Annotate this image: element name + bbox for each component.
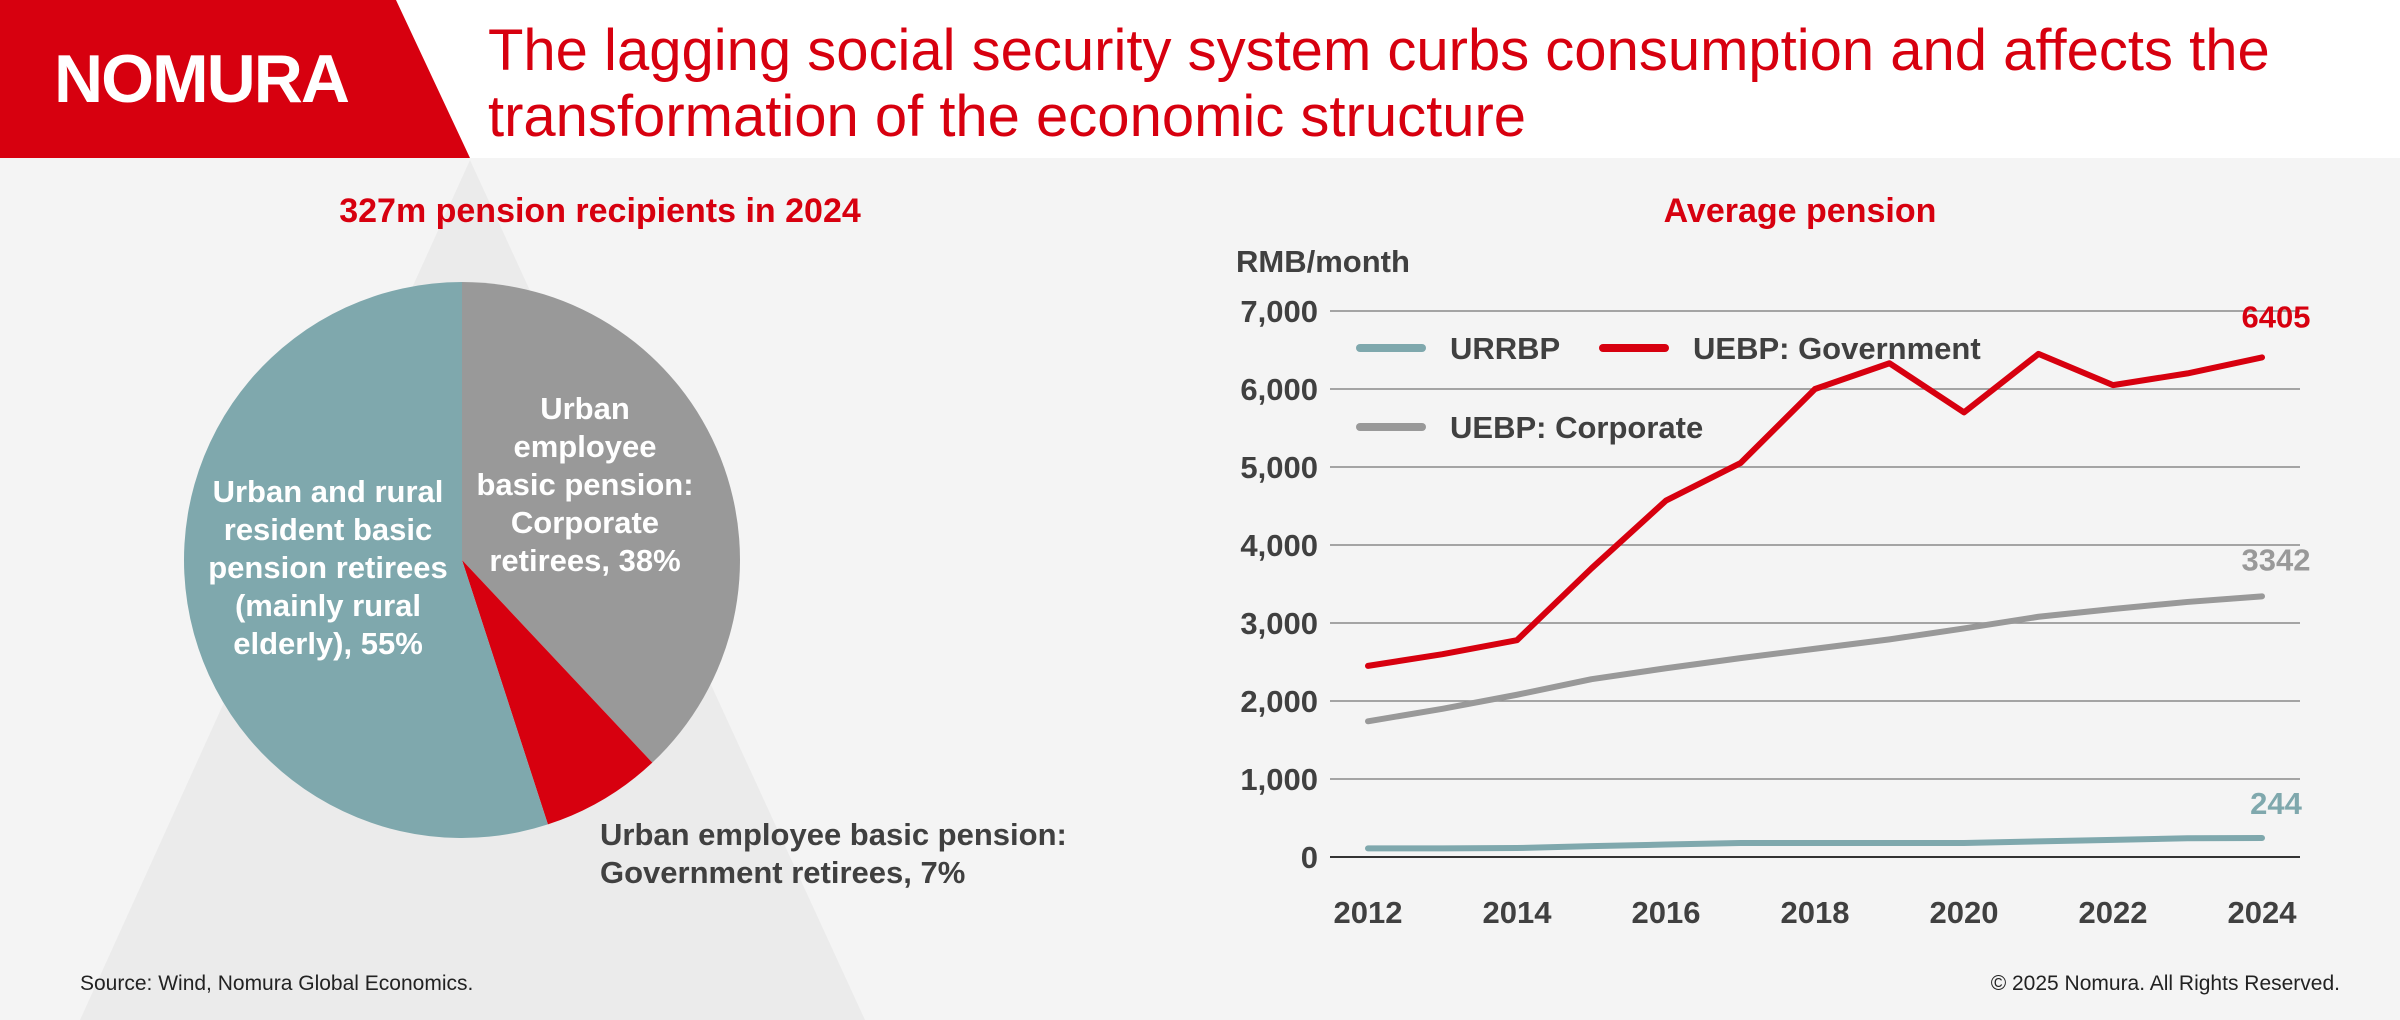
y-tick-label: 2,000	[1240, 684, 1318, 719]
series-line-urrbp	[1365, 834, 2265, 852]
y-tick-label: 5,000	[1240, 450, 1318, 485]
x-tick-label: 2022	[2079, 895, 2148, 930]
source-note: Source: Wind, Nomura Global Economics.	[80, 972, 474, 995]
legend-label: URRBP	[1450, 331, 1560, 366]
y-tick-label: 1,000	[1240, 762, 1318, 797]
line-chart: RMB/month 0 1,000 2,000 3,000 4,000 5,000 6,000…	[1236, 244, 2310, 930]
x-tick-label: 2020	[1930, 895, 1999, 930]
pie-slice-government	[462, 560, 653, 825]
copyright-note: © 2025 Nomura. All Rights Reserved.	[1990, 972, 2340, 995]
series-end-label: 244	[2250, 786, 2302, 821]
series-line-uebp-corporate	[1365, 593, 2265, 725]
pie-slice-resident	[184, 282, 548, 838]
series-end-label: 6405	[2242, 299, 2311, 334]
pie-chart-title: 327m pension recipients in 2024	[339, 192, 861, 230]
x-tick-label: 2016	[1632, 895, 1701, 930]
page-title: The lagging social security system curbs…	[488, 18, 2270, 149]
x-tick-label: 2018	[1781, 895, 1850, 930]
x-tick-label: 2014	[1483, 895, 1553, 930]
y-tick-label: 0	[1301, 840, 1318, 875]
pie-label-government-retirees: Urban employee basic pension: Government…	[600, 817, 1067, 890]
x-tick-label: 2024	[2228, 895, 2298, 930]
header-bar: NOMURA The lagging social security syste…	[0, 0, 2400, 158]
line-chart-title: Average pension	[1663, 192, 1937, 230]
y-tick-label: 7,000	[1240, 294, 1318, 329]
y-axis-unit-label: RMB/month	[1236, 244, 1410, 279]
y-tick-label: 3,000	[1240, 606, 1318, 641]
logo-block: NOMURA	[0, 0, 470, 158]
pie-label-corporate-retirees: Urban employee basic pension: Corporate …	[476, 391, 694, 578]
nomura-logo: NOMURA	[54, 41, 350, 117]
legend-label: UEBP: Government	[1693, 331, 1981, 366]
legend-label: UEBP: Corporate	[1450, 410, 1703, 445]
y-tick-label: 6,000	[1240, 372, 1318, 407]
series-end-label: 3342	[2242, 542, 2311, 577]
pie-chart	[184, 282, 740, 838]
series-line-uebp-government	[1365, 350, 2265, 669]
pie-label-resident-retirees: Urban and rural resident basic pension r…	[208, 474, 448, 661]
x-tick-label: 2012	[1334, 895, 1403, 930]
y-tick-label: 4,000	[1240, 528, 1318, 563]
pie-slice-corporate	[462, 282, 740, 763]
